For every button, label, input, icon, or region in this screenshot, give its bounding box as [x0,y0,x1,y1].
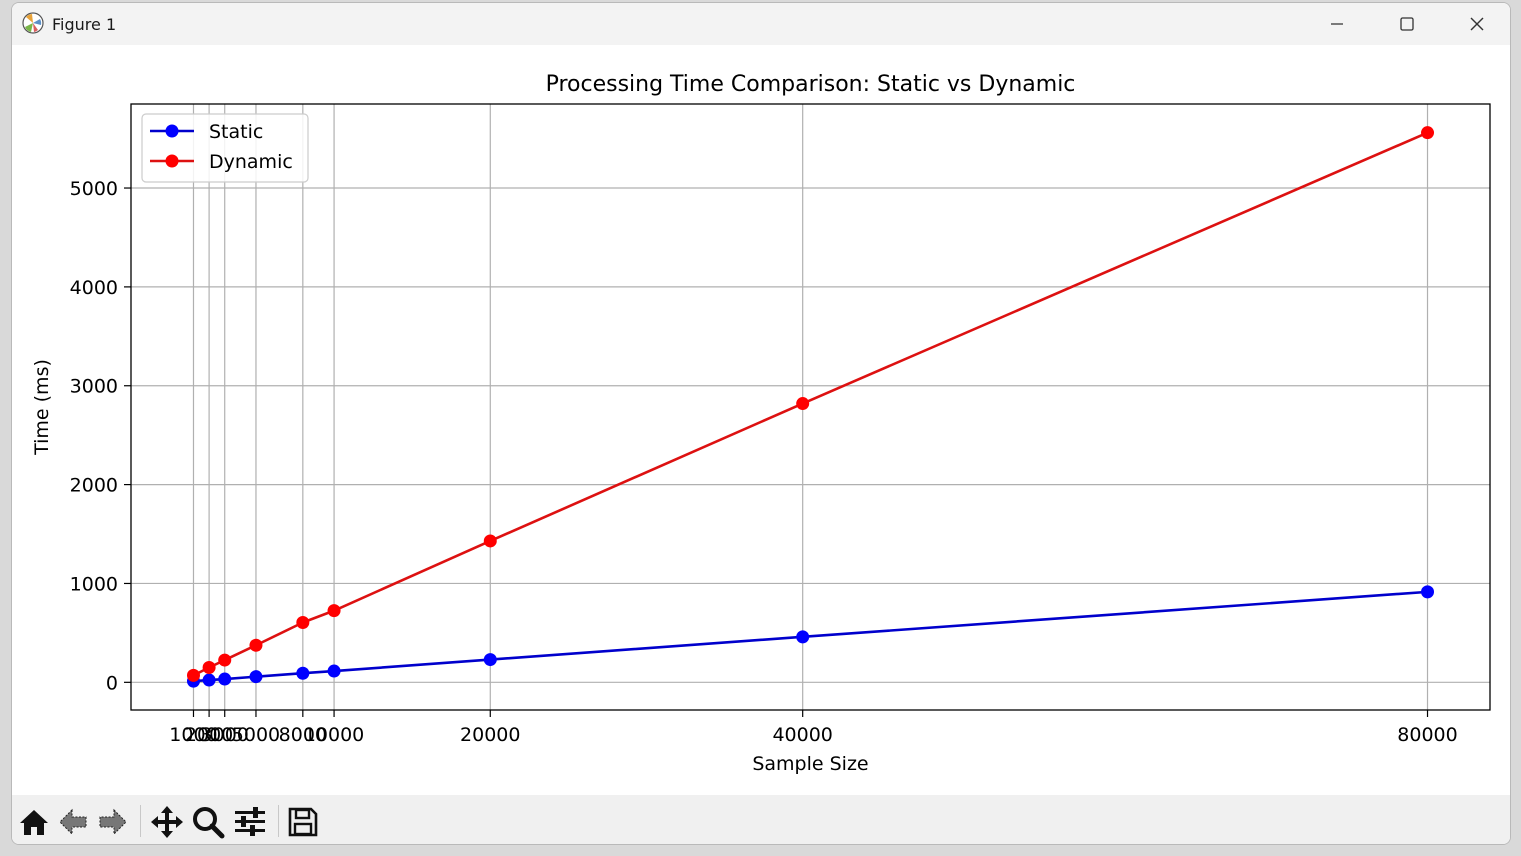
maximize-icon [1400,17,1414,31]
y-tick-label: 1000 [70,573,118,595]
toolbar-separator [278,805,279,837]
close-icon [1470,17,1484,31]
x-tick-label: 1000 [169,724,217,746]
zoom-button[interactable] [190,804,226,840]
y-tick-label: 4000 [70,277,118,299]
navigation-toolbar [12,795,1510,844]
home-button[interactable] [16,804,52,840]
legend-marker-static [165,124,179,138]
toolbar-separator [140,805,141,837]
close-button[interactable] [1442,3,1510,45]
tick-marks [124,187,1429,717]
home-icon [20,810,48,835]
y-tick-label: 5000 [70,178,118,200]
pan-icon [151,806,183,838]
data-point-dynamic [483,534,497,548]
data-point-dynamic [796,397,810,411]
back-button[interactable] [56,804,92,840]
configure-subplots-button[interactable] [232,804,268,840]
y-tick-label: 0 [106,672,118,694]
back-icon [59,808,87,836]
y-tick-label: 3000 [70,376,118,398]
maximize-button[interactable] [1372,3,1442,45]
zoom-icon [193,807,225,839]
data-point-dynamic [202,660,216,674]
x-tick-label: 80000 [1397,724,1457,746]
data-point-static [296,666,310,680]
figure-canvas[interactable]: 1000 2000 3000 5000 8000 10000 20000 40000 80000… [12,45,1510,797]
configure-subplots-icon [235,807,265,836]
data-point-static [202,673,216,687]
x-tick-label: 3000 [201,724,249,746]
data-point-static [796,630,810,644]
save-button[interactable] [285,804,321,840]
legend-label-static: Static [209,121,263,143]
series-line-static [193,590,1428,683]
window-title: Figure 1 [52,15,117,34]
chart-title: Processing Time Comparison: Static vs Dy… [546,72,1076,97]
minimize-button[interactable] [1302,3,1372,45]
data-point-static [1421,585,1435,599]
data-point-dynamic [296,616,310,630]
axes-frame [130,103,1491,711]
forward-icon [99,808,127,836]
series-lines [192,131,1429,683]
pan-button[interactable] [149,804,185,840]
data-point-dynamic [218,653,232,667]
data-point-static [218,672,232,686]
minimize-icon [1331,23,1343,25]
legend-marker-dynamic [165,154,179,168]
legend: Static Dynamic [141,113,309,183]
x-tick-label: 40000 [772,724,832,746]
x-axis-label: Sample Size [752,753,868,775]
data-point-dynamic [249,638,263,652]
series-line-dynamic [192,131,1429,677]
x-tick-label: 2000 [185,724,233,746]
data-point-static [327,664,341,678]
figure-window: Figure 1 1000 2000 3000 5000 8000 10000 2000 [11,2,1511,845]
title-bar[interactable]: Figure 1 [12,3,1510,45]
x-tick-label: 20000 [460,724,520,746]
legend-label-dynamic: Dynamic [209,151,293,173]
data-point-static [483,653,497,667]
y-axis-label: Time (ms) [31,359,53,456]
data-point-dynamic [186,668,200,682]
save-icon [288,807,318,837]
forward-button[interactable] [94,804,130,840]
data-point-dynamic [327,604,341,618]
series-markers [186,126,1435,688]
x-tick-label: 10000 [304,724,364,746]
x-tick-label: 8000 [279,724,327,746]
x-tick-label: 5000 [232,724,280,746]
data-point-dynamic [1421,126,1435,140]
matplotlib-logo-icon [22,12,44,34]
data-point-static [249,670,263,684]
y-tick-label: 2000 [70,475,118,497]
